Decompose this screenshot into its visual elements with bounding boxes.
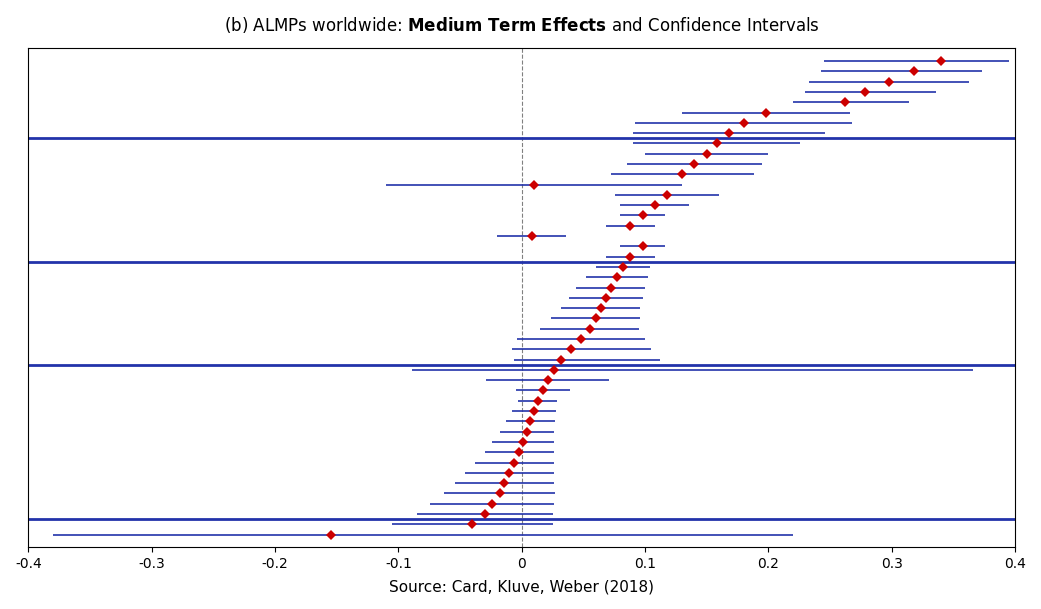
- Title: (b) ALMPs worldwide: $\bf{Medium\ Term\ Effects}$ and Confidence Intervals: (b) ALMPs worldwide: $\bf{Medium\ Term\ …: [224, 15, 819, 35]
- X-axis label: Source: Card, Kluve, Weber (2018): Source: Card, Kluve, Weber (2018): [389, 579, 654, 594]
